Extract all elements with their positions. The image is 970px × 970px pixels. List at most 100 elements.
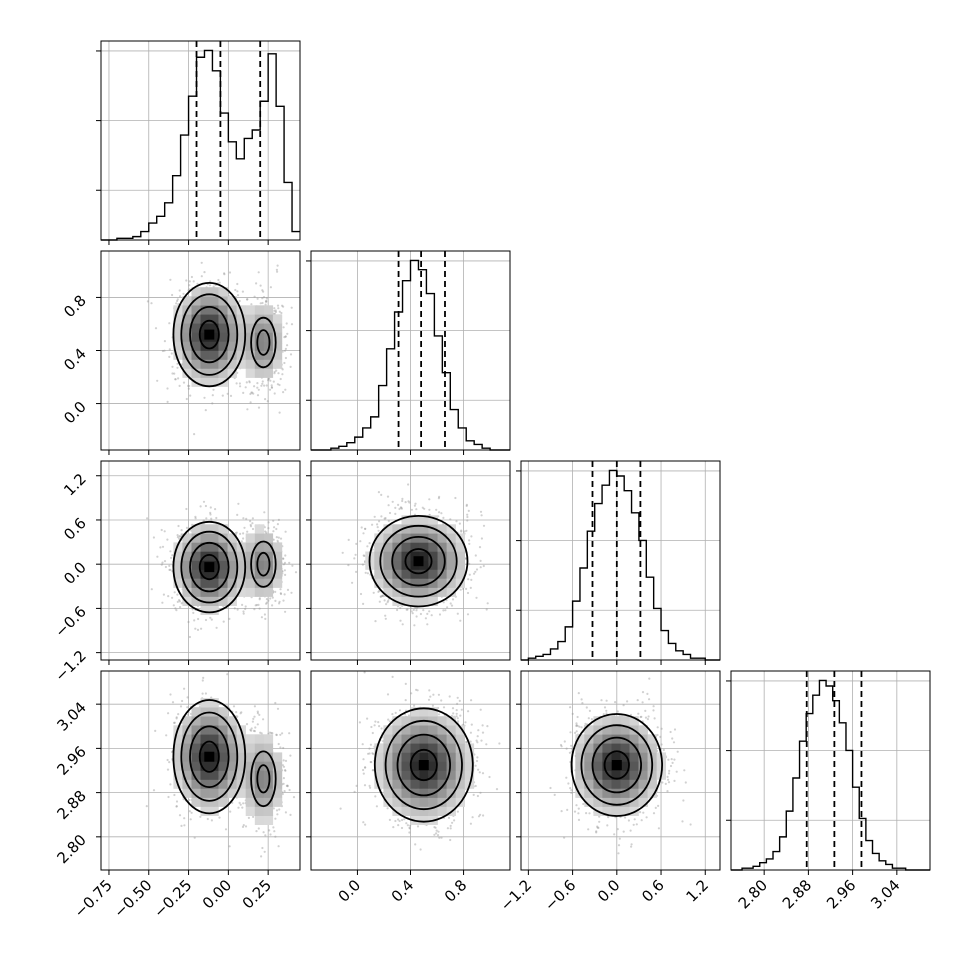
sample-point: [270, 384, 273, 387]
sample-point: [152, 789, 156, 792]
sample-point: [465, 529, 468, 532]
sample-point: [486, 602, 489, 605]
density-cell: [209, 359, 219, 369]
sample-point: [257, 406, 261, 409]
sample-point: [212, 388, 215, 391]
sample-point: [210, 819, 213, 822]
sample-point: [401, 623, 404, 626]
density-cell: [272, 560, 283, 570]
sample-point: [253, 715, 256, 718]
sample-point: [413, 504, 416, 507]
density-cell: [218, 287, 228, 297]
sample-point: [168, 568, 171, 572]
sample-point: [274, 599, 277, 603]
sample-point: [347, 564, 350, 567]
sample-point: [359, 592, 363, 596]
contour-line: [172, 281, 247, 388]
sample-point: [294, 571, 298, 574]
hist-panel-p2: [516, 460, 721, 665]
density-cell: [227, 341, 237, 351]
density-cell: [254, 368, 265, 378]
density-cell: [218, 788, 228, 798]
sample-point: [268, 829, 271, 832]
sample-point: [196, 628, 200, 632]
sample-point: [270, 386, 274, 389]
axes-frame: [100, 40, 301, 241]
sample-point: [482, 564, 485, 568]
density-cell: [173, 332, 183, 342]
sample-point: [235, 531, 238, 534]
sample-point: [239, 385, 242, 388]
density-cell: [236, 332, 246, 342]
sample-point: [274, 310, 277, 314]
sample-point: [442, 516, 445, 520]
sample-point: [240, 711, 243, 714]
sample-point: [474, 570, 477, 573]
density-cell: [218, 296, 228, 306]
sample-point: [283, 336, 286, 339]
sample-point: [160, 528, 163, 532]
sample-point: [380, 515, 383, 518]
sample-point: [175, 609, 178, 612]
sample-point: [451, 598, 455, 601]
sample-point: [192, 280, 195, 283]
sample-point: [178, 599, 181, 602]
scatter-panel-p0-p2: [96, 460, 301, 665]
sample-point: [194, 627, 197, 630]
sample-point: [289, 813, 292, 817]
sample-point: [466, 613, 470, 616]
sample-point: [273, 526, 276, 529]
density-cell: [254, 350, 265, 360]
sample-point: [168, 564, 171, 568]
sample-point: [242, 391, 245, 394]
density-cell: [254, 734, 265, 744]
sample-point: [283, 569, 286, 572]
sample-point: [242, 802, 245, 805]
sample-point: [277, 845, 280, 848]
sample-point: [284, 335, 287, 338]
sample-point: [279, 377, 282, 381]
sample-point: [214, 508, 217, 511]
sample-point: [179, 535, 182, 538]
sample-point: [166, 400, 169, 403]
sample-point: [364, 527, 367, 531]
sample-point: [399, 606, 402, 610]
density-cell: [254, 359, 265, 369]
sample-point: [260, 616, 263, 619]
sample-point: [466, 513, 469, 516]
density-cell: [245, 806, 255, 816]
sample-point: [462, 587, 465, 591]
sample-point: [286, 344, 289, 347]
sample-point: [178, 814, 182, 817]
sample-point: [246, 298, 249, 301]
density-cell: [200, 605, 210, 615]
density-cell: [191, 296, 201, 306]
sample-point: [221, 394, 224, 397]
sample-point: [237, 806, 240, 809]
sample-point: [277, 518, 280, 522]
sample-point: [194, 517, 197, 520]
sample-point: [212, 285, 215, 288]
sample-point: [261, 380, 264, 383]
density-cell: [218, 368, 228, 378]
histogram-step: [101, 49, 300, 241]
sample-point: [275, 536, 278, 539]
sample-point: [263, 850, 266, 853]
density-cell: [272, 770, 283, 780]
sample-point: [223, 273, 226, 276]
sample-point: [480, 514, 483, 517]
sample-point: [261, 301, 264, 305]
contour-line: [250, 316, 277, 369]
sample-point: [261, 382, 264, 385]
sample-point: [290, 323, 294, 326]
density-cell: [263, 815, 274, 825]
sample-point: [170, 352, 173, 355]
sample-point: [250, 303, 253, 306]
density-cell: [236, 341, 246, 351]
sample-point: [269, 833, 272, 836]
sample-point: [209, 616, 212, 619]
density-cell: [254, 560, 265, 570]
density-cell: [254, 815, 265, 825]
sample-point: [288, 561, 291, 564]
sample-point: [284, 759, 288, 763]
